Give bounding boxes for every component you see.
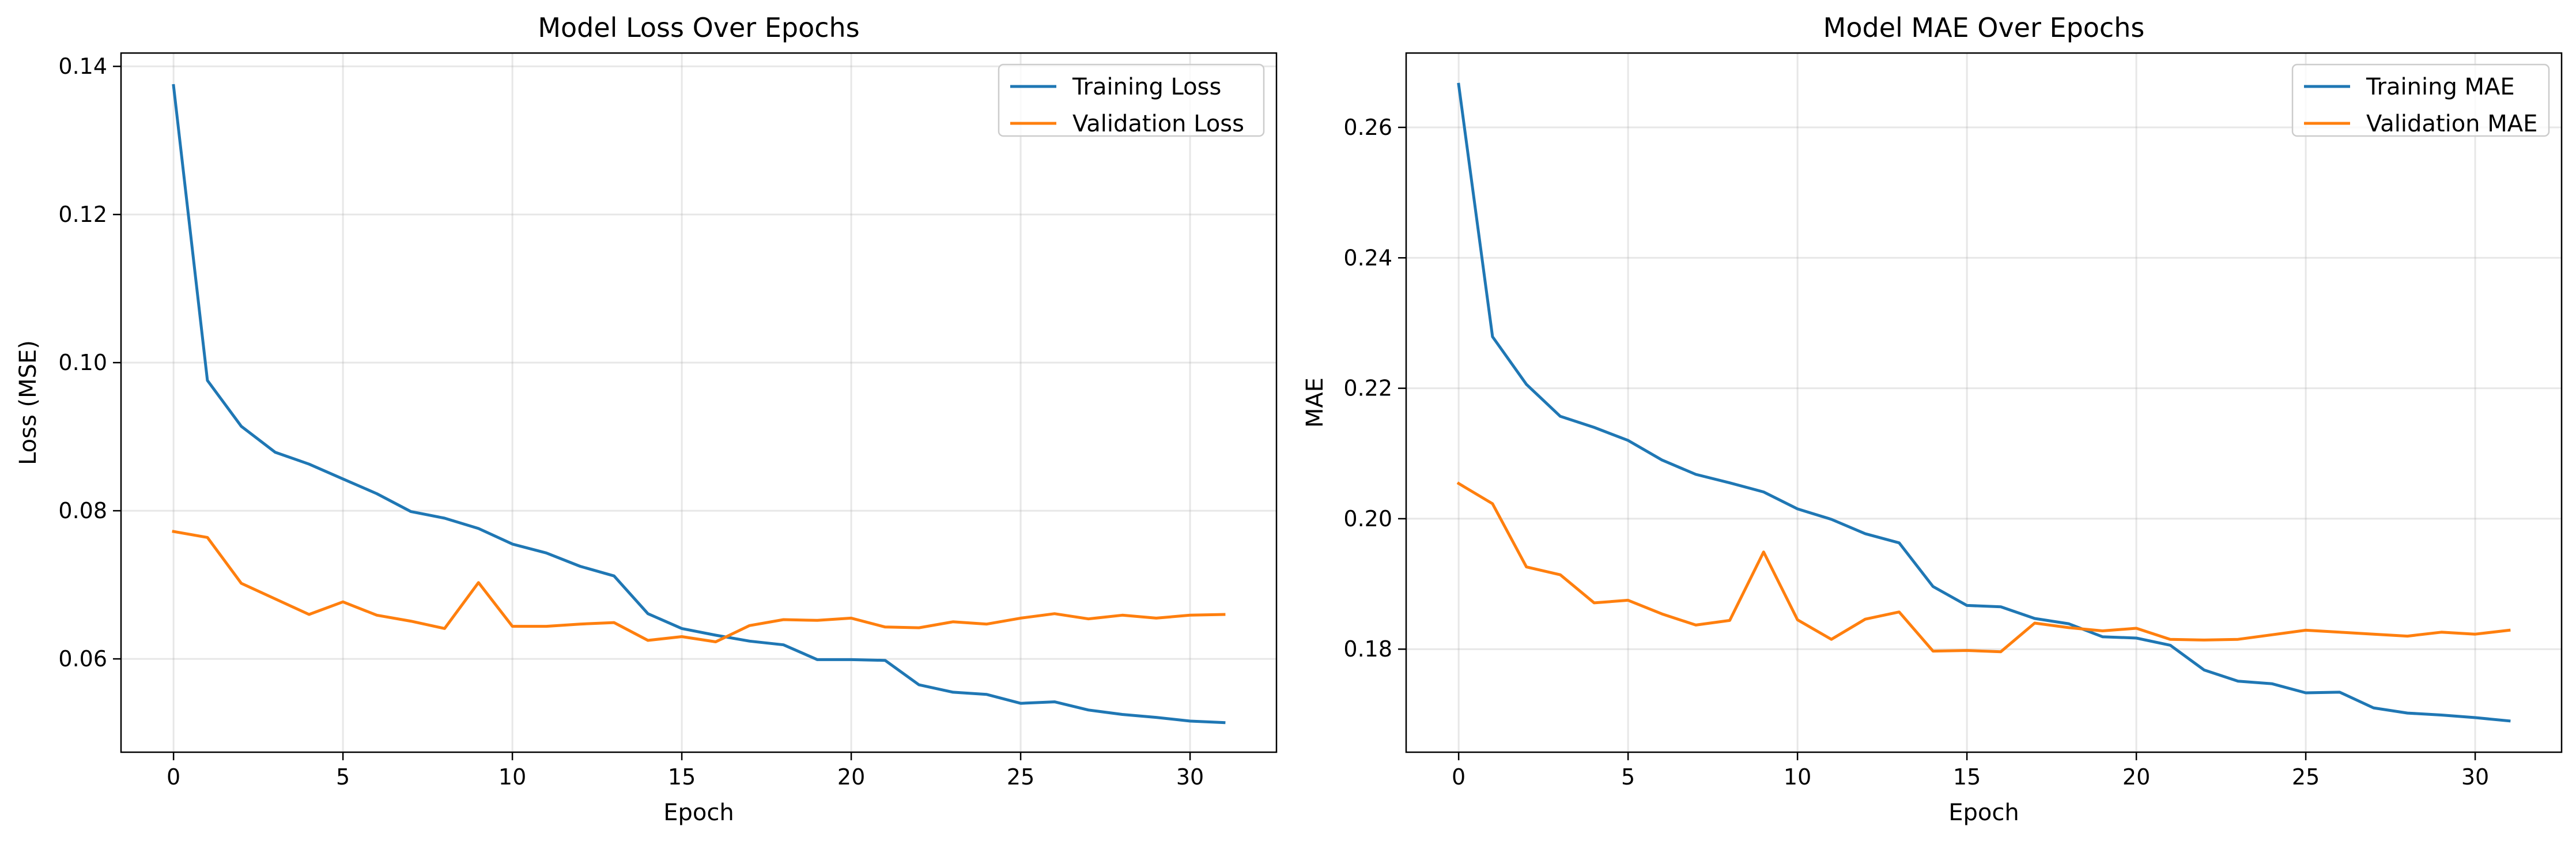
grid: [121, 53, 1276, 752]
y-tick-label: 0.18: [1343, 636, 1392, 662]
x-tick-label: 30: [1176, 764, 1204, 790]
legend-label: Validation MAE: [2366, 111, 2537, 137]
y-tick-label: 0.24: [1343, 245, 1392, 270]
y-tick-label: 0.26: [1343, 115, 1392, 140]
legend-frame: [2291, 63, 2550, 137]
x-tick-label: 20: [837, 764, 865, 790]
y-axis-label: Loss (MSE): [15, 340, 41, 465]
legend-label: Training Loss: [1072, 74, 1221, 100]
x-tick-label: 0: [167, 764, 180, 790]
chart-title: Model MAE Over Epochs: [1823, 12, 2145, 43]
legend: Training Loss Validation Loss: [998, 63, 1265, 137]
legend: Training MAE Validation MAE: [2291, 63, 2550, 137]
y-tick-label: 0.08: [58, 498, 107, 523]
legend-frame: [998, 63, 1265, 137]
x-tick-label: 5: [1621, 764, 1635, 790]
chart-title: Model Loss Over Epochs: [538, 12, 859, 43]
y-tick-label: 0.10: [58, 350, 107, 375]
series-line-1: [1456, 481, 2511, 654]
y-tick-label: 0.06: [58, 646, 107, 672]
series-line-0: [1457, 82, 2511, 723]
chart-loss: Model Loss Over Epochs Epoch Loss (MSE) …: [15, 12, 1278, 826]
plot-area-frame: [120, 52, 1278, 753]
plot-area-frame: [1405, 52, 2563, 753]
y-tick-label: 0.20: [1343, 506, 1392, 531]
x-tick-label: 30: [2461, 764, 2489, 790]
x-tick-label: 15: [668, 764, 696, 790]
y-tick-label: 0.14: [58, 54, 107, 79]
legend-label: Training MAE: [2366, 74, 2515, 100]
x-tick-label: 10: [1784, 764, 1811, 790]
x-tick-label: 20: [2122, 764, 2150, 790]
y-axis-label: MAE: [1302, 378, 1328, 428]
x-tick-label: 15: [1953, 764, 1981, 790]
y-tick-label: 0.22: [1343, 376, 1392, 401]
x-axis-label: Epoch: [663, 799, 734, 826]
grid: [1406, 53, 2562, 752]
x-tick-label: 10: [498, 764, 526, 790]
chart-mae: Model MAE Over Epochs Epoch MAE 0 5 10 15 20…: [1302, 12, 2563, 826]
x-tick-label: 0: [1452, 764, 1465, 790]
series-line-0: [172, 84, 1226, 725]
x-axis-label: Epoch: [1948, 799, 2019, 826]
y-tick-label: 0.12: [58, 202, 107, 227]
x-tick-label: 5: [336, 764, 350, 790]
series-line-1: [172, 530, 1226, 643]
x-tick-label: 25: [1007, 764, 1034, 790]
legend-label: Validation Loss: [1072, 111, 1244, 137]
x-tick-label: 25: [2292, 764, 2320, 790]
